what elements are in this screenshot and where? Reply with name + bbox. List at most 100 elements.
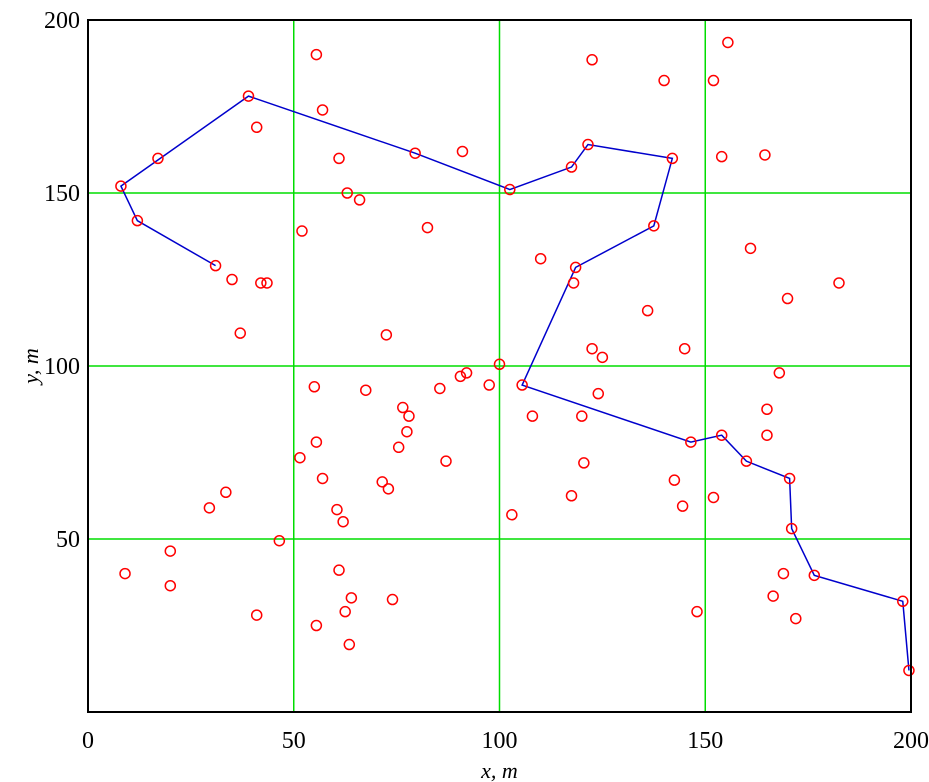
- data-point: [676, 500, 689, 512]
- data-point: [316, 104, 329, 116]
- data-point: [220, 486, 232, 499]
- data-point: [456, 145, 469, 158]
- data-point: [897, 595, 909, 608]
- data-point: [353, 194, 366, 206]
- data-point: [715, 429, 728, 441]
- data-point: [421, 221, 434, 234]
- data-point: [131, 214, 144, 227]
- data-point: [576, 410, 588, 422]
- data-point: [164, 579, 177, 592]
- data-point: [761, 403, 773, 415]
- data-point: [454, 370, 467, 383]
- data-point: [403, 410, 415, 422]
- plot-frame: [87, 19, 912, 713]
- data-point: [504, 183, 516, 196]
- data-point: [759, 149, 771, 161]
- data-point: [115, 180, 127, 192]
- data-point: [534, 252, 547, 265]
- data-point: [526, 410, 539, 422]
- tick-labels: 0 50 100 150 200 50 100 150 200: [44, 8, 929, 754]
- data-point: [316, 472, 329, 485]
- data-point: [382, 483, 395, 495]
- data-point: [164, 545, 177, 557]
- data-point: [578, 457, 590, 469]
- data-point: [781, 292, 794, 305]
- data-point: [565, 490, 578, 502]
- data-point: [308, 381, 321, 393]
- data-point: [310, 436, 323, 448]
- data-point: [294, 451, 306, 464]
- data-point: [392, 441, 405, 454]
- y-tick-label: 50: [56, 527, 80, 553]
- x-tick-label: 100: [482, 728, 518, 754]
- data-point: [360, 384, 372, 396]
- data-point: [409, 147, 421, 159]
- data-point: [337, 515, 349, 528]
- data-point: [376, 476, 388, 488]
- data-point: [586, 342, 598, 355]
- data-point: [790, 612, 802, 625]
- data-point: [226, 273, 238, 286]
- data-point: [592, 387, 605, 400]
- data-point: [341, 187, 353, 199]
- y-tick-label: 150: [44, 181, 80, 207]
- data-point: [397, 401, 409, 414]
- data-point: [380, 329, 393, 341]
- data-point: [582, 138, 594, 151]
- data-point: [691, 605, 703, 618]
- x-tick-label: 150: [687, 728, 723, 754]
- data-point: [648, 220, 660, 232]
- data-point: [744, 242, 757, 255]
- data-point: [234, 327, 247, 339]
- data-point: [119, 567, 131, 580]
- data-point: [345, 592, 358, 604]
- y-axis-label: y, m: [18, 348, 43, 385]
- data-point: [343, 638, 356, 651]
- tour-path: [119, 95, 910, 671]
- data-point: [808, 569, 821, 582]
- data-point: [707, 491, 720, 504]
- data-point: [565, 161, 578, 173]
- data-point: [440, 455, 452, 467]
- grid-lines: [88, 20, 912, 712]
- data-point: [761, 429, 773, 441]
- data-point: [339, 605, 351, 618]
- data-point: [567, 277, 580, 289]
- data-point: [773, 367, 786, 379]
- data-points: [115, 36, 915, 677]
- x-tick-label: 50: [282, 728, 306, 754]
- data-point: [296, 225, 308, 237]
- data-point: [722, 36, 734, 49]
- data-point: [785, 522, 798, 535]
- x-tick-label: 200: [893, 728, 929, 754]
- data-point: [401, 425, 413, 438]
- data-point: [707, 74, 720, 87]
- data-point: [152, 152, 164, 165]
- data-point: [250, 121, 263, 134]
- data-point: [596, 351, 609, 364]
- tour-path-line: [119, 95, 910, 671]
- data-point: [678, 342, 691, 355]
- data-point: [333, 152, 345, 165]
- data-point: [209, 259, 222, 272]
- data-point: [261, 277, 273, 289]
- data-point: [483, 379, 495, 391]
- x-axis-label: x, m: [480, 758, 518, 782]
- data-point: [250, 609, 263, 621]
- data-point: [903, 664, 915, 677]
- data-point: [833, 277, 845, 289]
- data-point: [386, 593, 399, 606]
- data-point: [767, 590, 779, 602]
- data-point: [460, 367, 473, 379]
- data-point: [203, 502, 216, 514]
- y-tick-label: 200: [44, 8, 80, 34]
- data-point: [685, 436, 697, 448]
- data-point: [715, 150, 728, 163]
- data-point: [516, 379, 528, 391]
- data-point: [586, 54, 598, 66]
- data-point: [658, 74, 670, 87]
- data-point: [273, 534, 286, 547]
- data-point: [434, 382, 446, 395]
- data-point: [641, 304, 654, 317]
